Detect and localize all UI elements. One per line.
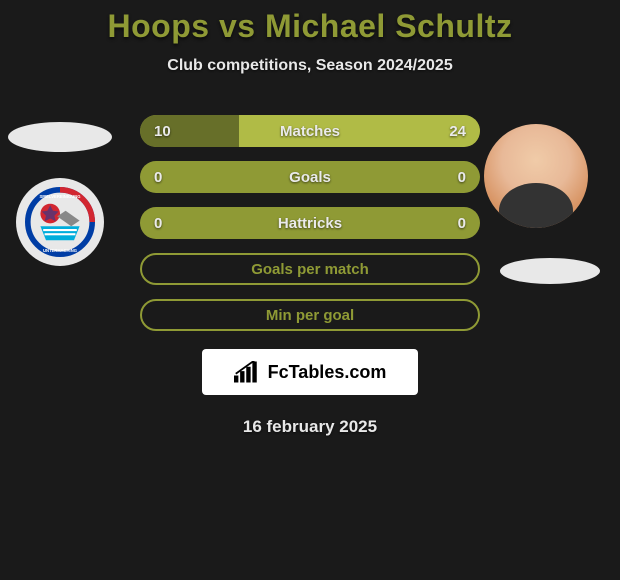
- site-badge-text: FcTables.com: [268, 362, 387, 383]
- stats-list: 10 Matches 24 0 Goals 0 0 Hattricks 0 Goals per m…: [140, 115, 480, 331]
- page-title: Hoops vs Michael Schultz: [0, 8, 620, 45]
- stat-label: Goals: [289, 169, 331, 186]
- stat-fill-right: [239, 115, 480, 147]
- stat-label: Goals per match: [156, 261, 464, 278]
- stat-right-value: 0: [458, 215, 466, 232]
- stat-label: Hattricks: [278, 215, 342, 232]
- stat-row: 0 Goals 0: [140, 161, 480, 193]
- svg-text:UNTERHACHING: UNTERHACHING: [43, 248, 77, 253]
- stat-left-value: 0: [154, 215, 162, 232]
- stat-label: Matches: [280, 123, 340, 140]
- stat-row: 10 Matches 24: [140, 115, 480, 147]
- left-player-name-oval: [8, 122, 112, 152]
- date-text: 16 february 2025: [0, 417, 620, 437]
- stat-left-value: 10: [154, 123, 171, 140]
- stat-row: Min per goal: [140, 299, 480, 331]
- svg-text:SPIELVEREINIGUNG: SPIELVEREINIGUNG: [39, 194, 80, 199]
- right-club-oval: [500, 258, 600, 284]
- stat-row: Goals per match: [140, 253, 480, 285]
- stat-row: 0 Hattricks 0: [140, 207, 480, 239]
- right-player-photo: [484, 124, 588, 228]
- bar-chart-icon: [234, 361, 262, 383]
- stat-left-value: 0: [154, 169, 162, 186]
- stat-label: Min per goal: [156, 307, 464, 324]
- site-badge[interactable]: FcTables.com: [202, 349, 418, 395]
- club-crest-icon: SPIELVEREINIGUNG UNTERHACHING: [25, 187, 95, 257]
- subtitle: Club competitions, Season 2024/2025: [0, 57, 620, 75]
- stat-right-value: 0: [458, 169, 466, 186]
- left-club-crest: SPIELVEREINIGUNG UNTERHACHING: [16, 178, 104, 266]
- stat-right-value: 24: [449, 123, 466, 140]
